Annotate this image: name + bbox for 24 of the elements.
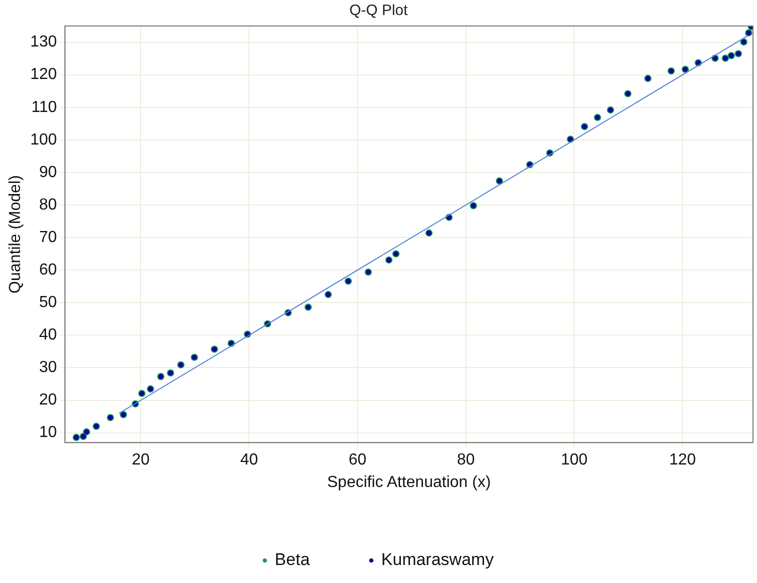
y-tick-label: 100: [30, 131, 57, 148]
x-tick-label: 40: [240, 452, 258, 469]
x-tick-label: 60: [348, 452, 366, 469]
legend-label: Kumaraswamy: [381, 550, 494, 570]
y-tick-label: 80: [39, 196, 57, 214]
y-tick-label: 120: [30, 66, 57, 84]
y-tick-label: 110: [31, 98, 57, 116]
y-axis-title: Quantile (Model): [7, 175, 24, 294]
x-tick-label: 120: [669, 452, 696, 469]
y-tick-label: 130: [30, 34, 57, 51]
x-tick-label: 20: [132, 452, 150, 469]
y-tick-label: 20: [39, 392, 57, 409]
y-tick-label: 40: [39, 326, 57, 344]
y-tick-label: 30: [39, 359, 57, 376]
x-tick-label: 80: [456, 452, 475, 469]
y-tick-label: 10: [39, 424, 57, 442]
chart-title: Q-Q Plot: [349, 2, 408, 20]
y-tick-label: 60: [39, 262, 57, 279]
y-tick-label: 70: [39, 228, 57, 246]
legend-label: Beta: [274, 550, 310, 570]
x-axis-title: Specific Attenuation (x): [327, 474, 491, 491]
y-tick-label: 90: [39, 164, 57, 181]
x-tick-label: 100: [560, 452, 588, 469]
y-tick-label: 50: [39, 294, 57, 312]
